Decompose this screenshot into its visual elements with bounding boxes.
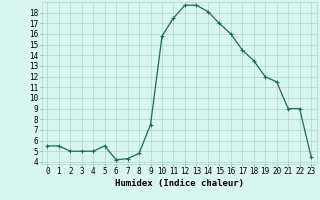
X-axis label: Humidex (Indice chaleur): Humidex (Indice chaleur) (115, 179, 244, 188)
